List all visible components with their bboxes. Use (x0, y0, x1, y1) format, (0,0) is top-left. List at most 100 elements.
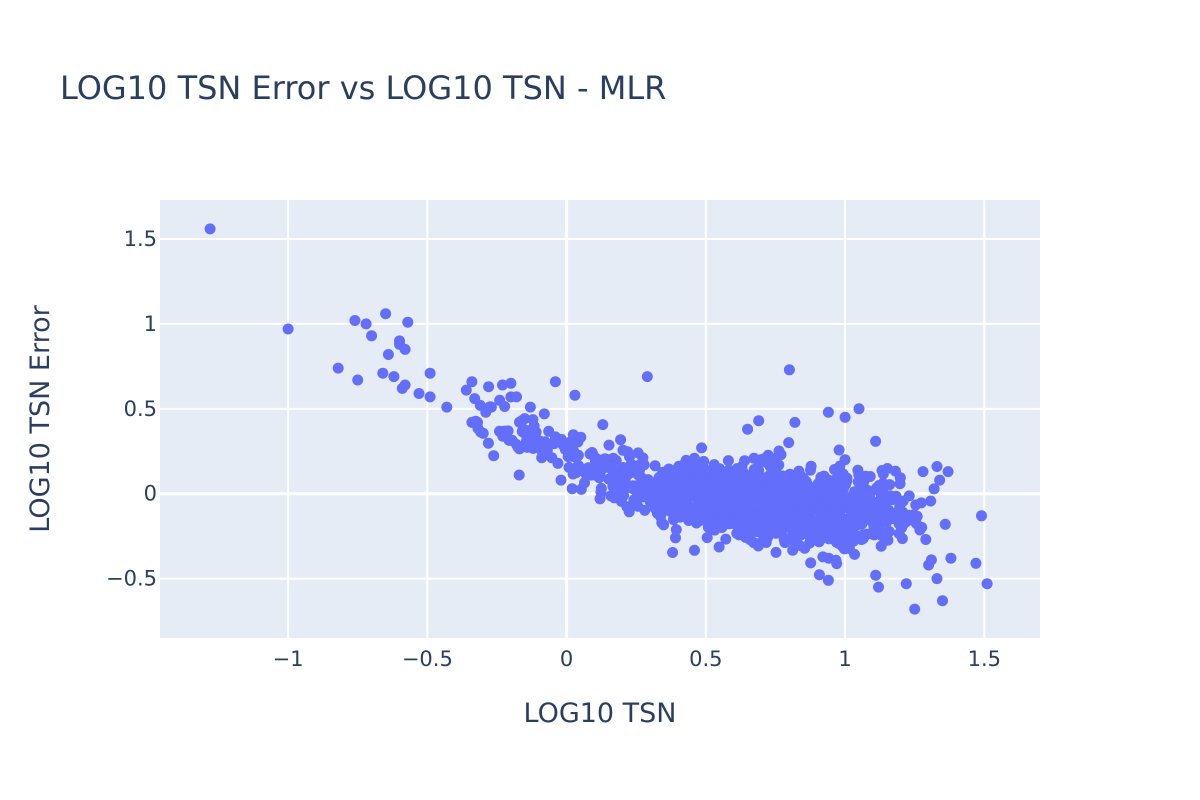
data-point (783, 437, 795, 449)
data-point (853, 403, 865, 415)
data-point (666, 466, 678, 478)
data-point (742, 423, 754, 435)
data-point (538, 408, 550, 420)
data-point (754, 491, 766, 503)
data-point (366, 330, 378, 342)
data-point (639, 504, 651, 516)
scatter-points (204, 223, 993, 615)
y-axis-title: LOG10 TSN Error (25, 304, 56, 532)
data-point (875, 487, 887, 499)
data-point (380, 308, 392, 320)
data-point (698, 462, 710, 474)
data-point (552, 457, 564, 469)
data-point (831, 504, 843, 516)
data-point (685, 461, 697, 473)
data-point (767, 453, 779, 465)
data-point (970, 557, 982, 569)
y-axis-ticks: −0.5 0 0.5 1 1.5 (106, 227, 157, 591)
data-point (713, 492, 725, 503)
data-point (795, 487, 807, 499)
data-point (775, 472, 787, 484)
data-point (753, 455, 765, 467)
data-point (399, 343, 411, 355)
x-tick-label: 1 (838, 647, 851, 671)
y-tick-label: 1.5 (124, 227, 157, 251)
data-point (900, 578, 912, 590)
data-point (753, 415, 765, 427)
data-point (881, 463, 893, 474)
data-point (632, 447, 644, 459)
data-point (703, 505, 715, 517)
data-point (692, 476, 704, 488)
data-point (900, 513, 912, 525)
data-point (870, 514, 882, 526)
data-point (870, 435, 882, 447)
data-point (789, 537, 801, 549)
data-point (618, 481, 630, 493)
data-point (599, 453, 611, 465)
data-point (758, 532, 770, 544)
data-point (875, 528, 886, 540)
data-point (722, 455, 734, 467)
data-point (789, 416, 801, 428)
data-point (610, 487, 622, 498)
data-point (931, 573, 943, 585)
data-point (683, 515, 695, 526)
data-point (896, 533, 908, 545)
data-point (925, 495, 937, 507)
data-point (499, 401, 511, 412)
y-tick-label: 1 (144, 312, 157, 336)
data-point (671, 483, 682, 495)
data-point (658, 504, 670, 516)
data-point (388, 371, 400, 383)
data-point (822, 574, 834, 586)
data-point (394, 335, 405, 347)
data-point (696, 442, 708, 454)
data-point (603, 439, 615, 451)
data-point (530, 433, 542, 445)
data-point (482, 437, 494, 449)
data-point (566, 450, 578, 462)
data-point (754, 473, 766, 484)
data-point (737, 466, 749, 478)
data-point (521, 435, 532, 447)
data-point (910, 499, 922, 511)
y-tick-label: 0.5 (124, 397, 157, 421)
data-point (703, 515, 715, 527)
data-point (543, 425, 555, 437)
data-point (786, 479, 798, 491)
data-point (749, 480, 761, 492)
data-point (925, 554, 937, 566)
data-point (833, 444, 845, 456)
data-point (934, 474, 946, 486)
data-point (783, 364, 795, 376)
data-point (713, 541, 725, 553)
y-tick-label: −0.5 (106, 567, 157, 591)
data-point (736, 495, 748, 507)
data-point (945, 552, 957, 564)
data-point (575, 483, 587, 495)
data-point (787, 495, 799, 506)
data-point (590, 469, 602, 481)
data-point (536, 452, 548, 464)
data-point (920, 534, 932, 545)
data-point (424, 367, 436, 379)
data-point (842, 517, 854, 528)
x-tick-label: −0.5 (402, 647, 453, 671)
data-point (817, 516, 829, 528)
data-point (792, 524, 804, 536)
data-point (799, 504, 811, 516)
data-point (667, 547, 679, 558)
data-point (484, 401, 496, 413)
data-point (764, 479, 776, 491)
data-point (847, 501, 859, 513)
data-point (882, 534, 894, 546)
data-point (352, 374, 364, 386)
plot-area (160, 200, 1040, 638)
data-point (937, 595, 948, 607)
data-point (822, 406, 834, 418)
data-point (857, 529, 869, 541)
data-point (864, 471, 876, 482)
data-point (853, 469, 865, 481)
data-point (539, 436, 551, 448)
